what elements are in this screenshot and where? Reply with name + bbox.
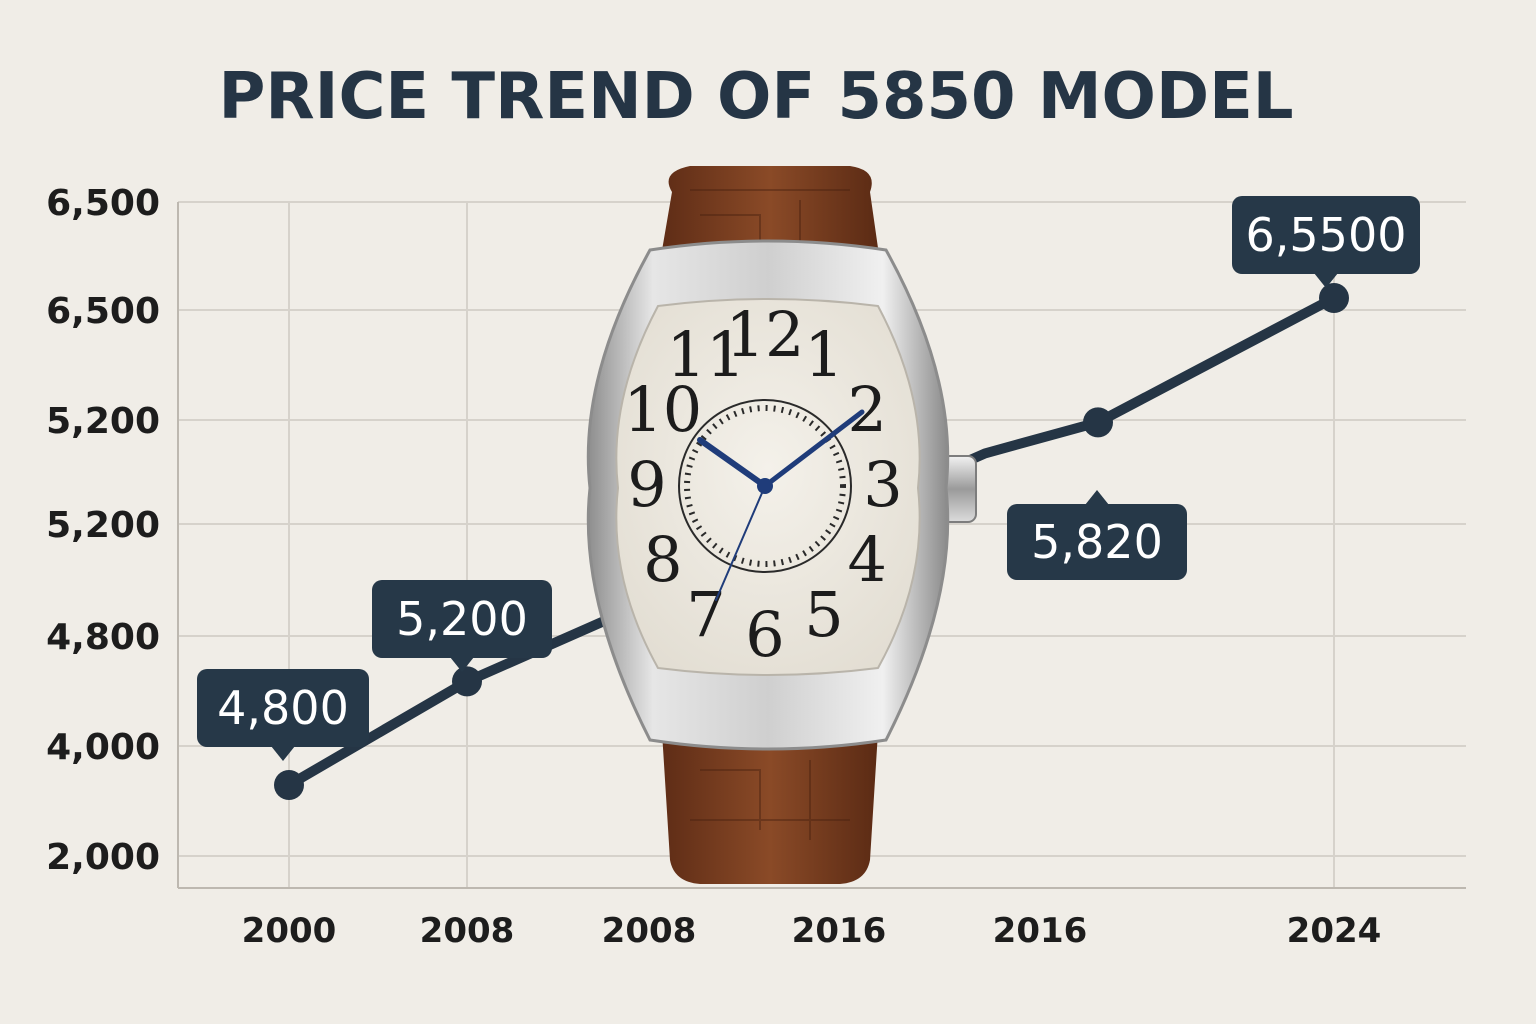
x-tick-labels: 2000 2008 2008 2016 2016 2024 (242, 911, 1382, 951)
data-label-pointer (1085, 490, 1109, 505)
y-tick-label: 2,000 (46, 837, 160, 878)
data-point (1319, 283, 1349, 313)
data-point (1083, 407, 1113, 438)
x-tick-label: 2024 (1287, 911, 1382, 951)
x-tick-label: 2016 (993, 911, 1088, 951)
dial-numeral: 2 (847, 373, 886, 446)
y-tick-label: 4,000 (46, 727, 160, 768)
second-hand (715, 485, 766, 601)
y-tick-label: 6,500 (46, 291, 160, 332)
data-label-text: 6,5500 (1246, 208, 1407, 262)
data-labels: 4,800 5,200 5,820 6,5500 (197, 196, 1420, 761)
data-label-box (197, 669, 369, 747)
axes (177, 202, 1466, 889)
data-label-pointer (271, 746, 295, 761)
series-line-path (284, 293, 1339, 790)
hour-hand (697, 437, 768, 489)
data-label: 5,200 (372, 580, 552, 672)
data-point (274, 770, 304, 800)
dial-numeral: 8 (643, 523, 682, 596)
series-line (284, 293, 1339, 790)
dial-numeral: 12 (726, 298, 805, 371)
data-label: 5,820 (1007, 490, 1187, 580)
data-label-box (372, 580, 552, 658)
data-markers (274, 283, 1349, 800)
dial-numeral: 6 (745, 598, 784, 671)
upper-strap (660, 166, 880, 262)
hands-pinion (757, 478, 773, 494)
data-point (452, 666, 482, 697)
dial-numeral: 10 (623, 373, 702, 446)
y-tick-label: 6,500 (46, 183, 160, 224)
dial-numeral: 1 (804, 318, 843, 391)
dial-numeral: 5 (804, 578, 843, 651)
minute-hand (762, 409, 865, 489)
y-tick-labels: 6,500 6,500 5,200 5,200 4,800 4,000 2,000 (46, 183, 160, 878)
dial-numeral: 11 (667, 318, 746, 391)
chart-title: PRICE TREND OF 5850 MODEL (218, 60, 1293, 134)
data-label-text: 5,820 (1031, 515, 1163, 569)
dial-numeral: 4 (847, 523, 886, 596)
dial-numeral: 3 (863, 448, 902, 521)
y-tick-label: 5,200 (46, 401, 160, 442)
x-tick-label: 2000 (242, 911, 337, 951)
data-label: 4,800 (197, 669, 369, 761)
x-tick-label: 2008 (602, 911, 697, 951)
data-label-pointer (450, 657, 474, 672)
dial-numeral: 9 (627, 448, 666, 521)
data-label-box (1007, 504, 1187, 580)
x-tick-label: 2016 (792, 911, 887, 951)
y-tick-label: 4,800 (46, 617, 160, 658)
data-label-pointer (1314, 273, 1338, 288)
data-label-box (1232, 196, 1420, 274)
x-tick-label: 2008 (420, 911, 515, 951)
data-label: 6,5500 (1232, 196, 1420, 288)
y-tick-label: 5,200 (46, 505, 160, 546)
dial-numeral: 7 (686, 578, 725, 651)
data-label-text: 4,800 (217, 681, 349, 735)
data-label-text: 5,200 (396, 592, 528, 646)
